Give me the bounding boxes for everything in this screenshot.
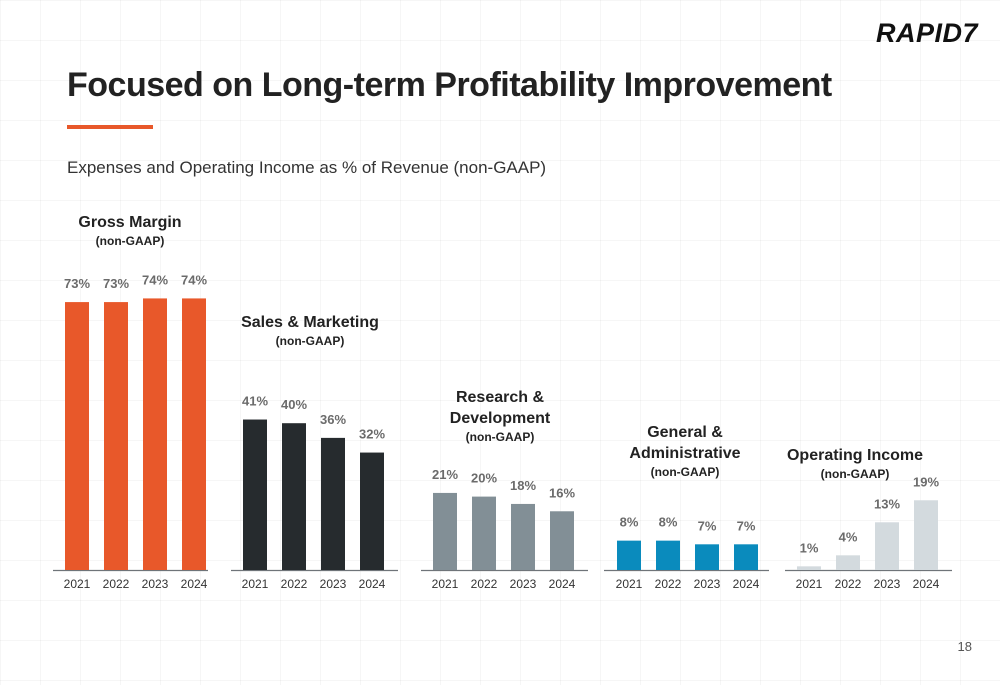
sales-marketing-tick-label-2023: 2023	[320, 577, 347, 591]
operating-income-value-label-2023: 13%	[874, 496, 900, 511]
gross-margin-value-label-2024: 74%	[181, 272, 207, 287]
operating-income-bar-2022	[836, 555, 860, 570]
sales-marketing-value-label-2022: 40%	[281, 397, 307, 412]
gross-margin-tick-label-2021: 2021	[64, 577, 91, 591]
general-administrative-tick-label-2024: 2024	[733, 577, 760, 591]
operating-income-tick-label-2023: 2023	[874, 577, 901, 591]
page-subtitle: Expenses and Operating Income as % of Re…	[67, 158, 547, 177]
gross-margin-subtitle: (non-GAAP)	[95, 234, 165, 248]
sales-marketing-subtitle: (non-GAAP)	[275, 334, 345, 348]
operating-income-tick-label-2024: 2024	[913, 577, 940, 591]
operating-income-bar-2021	[797, 566, 821, 570]
page-title: Focused on Long-term Profitability Impro…	[67, 66, 832, 104]
general-administrative-bar-2023	[695, 544, 719, 570]
operating-income-value-label-2021: 1%	[800, 540, 819, 555]
sales-marketing-tick-label-2022: 2022	[281, 577, 308, 591]
research-development-value-label-2022: 20%	[471, 471, 497, 486]
general-administrative-subtitle: (non-GAAP)	[650, 465, 720, 479]
general-administrative-tick-label-2022: 2022	[655, 577, 682, 591]
general-administrative-title-text: General & Administrative	[629, 424, 741, 462]
research-development-value-label-2024: 16%	[549, 485, 575, 500]
general-administrative-tick-label-2023: 2023	[694, 577, 721, 591]
gross-margin-tick-label-2022: 2022	[103, 577, 130, 591]
rapid7-logo: RAPID7	[876, 18, 978, 49]
logo-text: RAPID7	[875, 18, 978, 48]
sales-marketing-bar-2022	[282, 423, 306, 570]
operating-income-title: Operating Income (non-GAAP)	[780, 445, 930, 482]
operating-income-title-text: Operating Income	[786, 447, 924, 464]
page-number: 18	[957, 639, 972, 654]
research-development-title: Research & Development (non-GAAP)	[440, 387, 560, 445]
gross-margin-value-label-2022: 73%	[103, 276, 129, 291]
operating-income-value-label-2024: 19%	[913, 474, 939, 489]
sales-marketing-value-label-2023: 36%	[320, 412, 346, 427]
gross-margin-tick-label-2023: 2023	[142, 577, 169, 591]
research-development-value-label-2021: 21%	[432, 467, 458, 482]
research-development-bar-2022	[472, 496, 496, 570]
general-administrative-value-label-2022: 8%	[659, 515, 678, 530]
research-development-tick-label-2021: 2021	[432, 577, 459, 591]
operating-income-subtitle: (non-GAAP)	[820, 467, 890, 481]
general-administrative-value-label-2023: 7%	[698, 518, 717, 533]
gross-margin-title: Gross Margin (non-GAAP)	[60, 212, 200, 249]
sales-marketing-tick-label-2021: 2021	[242, 577, 269, 591]
operating-income-bar-2024	[914, 500, 938, 570]
sales-marketing-bar-2023	[321, 437, 345, 570]
gross-margin-bar-2024	[182, 298, 206, 570]
research-development-bar-2021	[433, 492, 457, 570]
research-development-bar-2024	[550, 511, 574, 570]
general-administrative-value-label-2021: 8%	[620, 515, 639, 530]
gross-margin-value-label-2023: 74%	[142, 272, 168, 287]
operating-income-tick-label-2022: 2022	[835, 577, 862, 591]
general-administrative-tick-label-2021: 2021	[616, 577, 643, 591]
title-underline	[67, 125, 153, 129]
research-development-bar-2023	[511, 503, 535, 570]
sales-marketing-value-label-2021: 41%	[242, 394, 268, 409]
operating-income-tick-label-2021: 2021	[796, 577, 823, 591]
gross-margin-tick-label-2024: 2024	[181, 577, 208, 591]
research-development-value-label-2023: 18%	[510, 478, 536, 493]
gross-margin-bar-2023	[143, 298, 167, 570]
research-development-tick-label-2024: 2024	[549, 577, 576, 591]
general-administrative-bar-2022	[656, 540, 680, 570]
research-development-tick-label-2022: 2022	[471, 577, 498, 591]
sales-marketing-bar-2024	[360, 452, 384, 570]
general-administrative-bar-2024	[734, 544, 758, 570]
gross-margin-bar-2021	[65, 302, 89, 570]
sales-marketing-tick-label-2024: 2024	[359, 577, 386, 591]
research-development-tick-label-2023: 2023	[510, 577, 537, 591]
general-administrative-title: General & Administrative (non-GAAP)	[620, 422, 750, 480]
operating-income-value-label-2022: 4%	[839, 529, 858, 544]
sales-marketing-value-label-2024: 32%	[359, 427, 385, 442]
gross-margin-bar-2022	[104, 302, 128, 570]
gross-margin-title-text: Gross Margin	[78, 214, 182, 231]
research-development-title-text: Research & Development	[449, 389, 551, 427]
general-administrative-bar-2021	[617, 540, 641, 570]
research-development-subtitle: (non-GAAP)	[465, 430, 535, 444]
sales-marketing-bar-2021	[243, 419, 267, 570]
gross-margin-value-label-2021: 73%	[64, 276, 90, 291]
sales-marketing-title: Sales & Marketing (non-GAAP)	[230, 312, 390, 349]
sales-marketing-title-text: Sales & Marketing	[241, 314, 379, 331]
operating-income-bar-2023	[875, 522, 899, 570]
general-administrative-value-label-2024: 7%	[737, 518, 756, 533]
